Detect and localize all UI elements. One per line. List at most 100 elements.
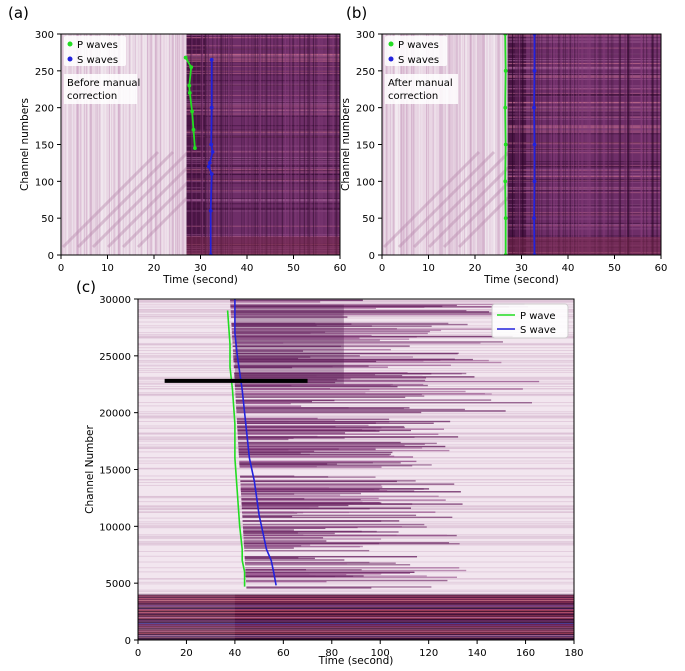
y-axis-label: Channel numbers (340, 98, 352, 191)
x-tick-label: 40 (229, 648, 242, 659)
y-tick-label: 300 (35, 30, 54, 41)
y-tick-label: 0 (369, 251, 375, 262)
x-tick-label: 60 (277, 648, 290, 659)
x-tick-label: 60 (334, 263, 347, 274)
x-tick-label: 100 (371, 648, 390, 659)
x-tick-label: 120 (419, 648, 438, 659)
legend-marker (67, 41, 73, 47)
x-tick-label: 10 (101, 263, 114, 274)
s-waves-point (207, 161, 212, 165)
x-tick-label: 160 (516, 648, 535, 659)
s-waves-point (206, 164, 211, 169)
s-waves-point (532, 216, 536, 221)
s-waves-point (209, 57, 214, 62)
p-waves-point (193, 146, 197, 151)
y-tick-label: 5000 (106, 579, 131, 590)
p-waves-point (190, 109, 195, 114)
s-waves-point (209, 172, 214, 176)
x-tick-label: 180 (564, 648, 583, 659)
p-waves-point (503, 68, 508, 73)
y-tick-label: 150 (35, 141, 54, 152)
s-waves-point (532, 105, 536, 110)
y-tick-label: 100 (35, 177, 54, 188)
y-axis-label: Channel Number (84, 425, 96, 514)
waveform-image (138, 299, 574, 640)
series-group (183, 55, 215, 255)
panel-c: P wave S wave 0 20 40 60 80 100 120 140 160 180 0 500… (76, 278, 584, 667)
panel-letter: (c) (76, 278, 96, 296)
p-waves-point (503, 179, 508, 184)
x-tick-label: 50 (287, 263, 300, 274)
y-tick-label: 150 (356, 141, 375, 152)
annotation-box (64, 74, 137, 104)
series-group (503, 34, 537, 255)
x-tick-label: 0 (135, 648, 141, 659)
y-tick-label: 25000 (99, 352, 131, 363)
p-waves-point (183, 55, 188, 60)
legend-label: P waves (398, 40, 439, 51)
legend-label: P waves (77, 40, 118, 51)
legend: P waves S waves (64, 36, 126, 66)
p-waves-point (189, 65, 194, 70)
s-waves-point (209, 105, 214, 110)
x-tick-label: 30 (194, 263, 207, 274)
annotation: After manual correction (385, 74, 458, 104)
x-tick-label: 60 (655, 263, 668, 274)
panel-b: P waves S waves After manual correction 0 10 2… (340, 4, 667, 286)
y-tick-label: 30000 (99, 295, 131, 306)
s-waves-point (532, 68, 537, 73)
legend: P wave S wave (491, 303, 569, 339)
y-tick-label: 100 (356, 177, 375, 188)
x-tick-label: 40 (241, 263, 254, 274)
y-tick-label: 200 (356, 104, 375, 115)
x-tick-label: 0 (379, 263, 385, 274)
x-axis-label: Time (second) (318, 655, 394, 667)
legend-label: S waves (398, 55, 439, 66)
waveform-image (61, 34, 340, 255)
annotation-line: Before manual (67, 78, 140, 89)
s-waves-point (532, 179, 537, 184)
legend: P waves S waves (385, 36, 447, 66)
s-wave-line (234, 299, 277, 586)
y-tick-label: 250 (35, 67, 54, 78)
x-tick-label: 80 (325, 648, 338, 659)
annotation-line: correction (67, 91, 117, 102)
legend-label: S wave (520, 325, 556, 336)
panel-a: P waves S waves Before manual correction 0 10… (8, 4, 346, 286)
x-tick-label: 30 (515, 263, 528, 274)
y-tick-label: 250 (356, 67, 375, 78)
annotation-line: correction (388, 91, 438, 102)
p-waves-point (503, 105, 508, 110)
legend-marker (388, 41, 394, 47)
legend-box (385, 36, 447, 66)
legend-marker (388, 56, 394, 62)
y-tick-label: 10000 (99, 522, 131, 533)
x-tick-label: 10 (422, 263, 435, 274)
s-waves-point (209, 142, 214, 147)
y-tick-label: 20000 (99, 409, 131, 420)
p-wave-line (226, 310, 246, 587)
x-tick-label: 0 (58, 263, 64, 274)
p-waves-point (503, 216, 508, 221)
annotation: Before manual correction (64, 74, 140, 104)
y-tick-label: 0 (125, 636, 131, 647)
s-waves-point (208, 208, 213, 213)
y-tick-label: 50 (41, 214, 54, 225)
p-waves-point (187, 83, 192, 88)
x-tick-label: 20 (469, 263, 482, 274)
panel-letter: (b) (346, 4, 367, 22)
x-tick-label: 50 (608, 263, 621, 274)
x-axis-label: Time (second) (483, 274, 559, 286)
y-axis-label: Channel numbers (19, 98, 31, 191)
p-waves-point (187, 91, 192, 95)
x-tick-label: 40 (562, 263, 575, 274)
legend-label: P wave (520, 311, 556, 322)
y-tick-label: 0 (48, 251, 54, 262)
p-waves-point (191, 127, 196, 132)
legend-label: S waves (77, 55, 118, 66)
annotation-box (385, 74, 458, 104)
legend-marker (67, 56, 73, 62)
x-tick-label: 20 (148, 263, 161, 274)
p-waves-point (503, 142, 508, 147)
